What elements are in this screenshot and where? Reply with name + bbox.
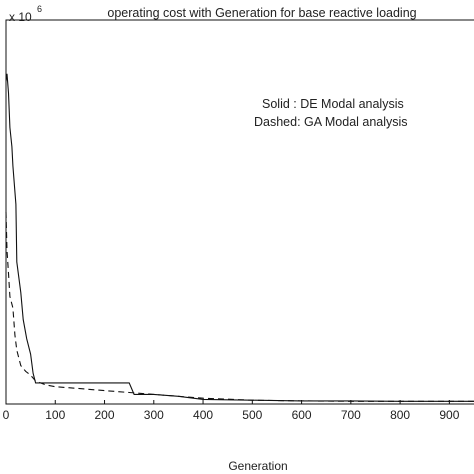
x-tick-label: 900 — [439, 408, 459, 422]
chart-title: operating cost with Generation for base … — [107, 6, 416, 20]
x-axis-label: Generation — [228, 459, 287, 473]
exponent-base: x 10 — [9, 10, 32, 24]
exponent-power: 6 — [37, 4, 42, 14]
x-tick-label: 700 — [341, 408, 361, 422]
x-tick-label: 800 — [390, 408, 410, 422]
x-tick-label: 200 — [95, 408, 115, 422]
series-line-ga — [5, 211, 474, 402]
x-tick-label: 0 — [3, 408, 10, 422]
x-axis: 0 100 200 300 400 500 600 700 800 900 — [3, 400, 460, 422]
x-tick-label: 400 — [193, 408, 213, 422]
x-tick-label: 300 — [144, 408, 164, 422]
series-line-de — [5, 73, 474, 402]
series-group — [5, 73, 474, 402]
legend-dashed: Dashed: GA Modal analysis — [254, 115, 408, 129]
legend-solid: Solid : DE Modal analysis — [262, 97, 404, 111]
plot-area — [5, 19, 474, 405]
x-tick-label: 500 — [242, 408, 262, 422]
x-tick-label: 100 — [45, 408, 65, 422]
x-tick-label: 600 — [292, 408, 312, 422]
